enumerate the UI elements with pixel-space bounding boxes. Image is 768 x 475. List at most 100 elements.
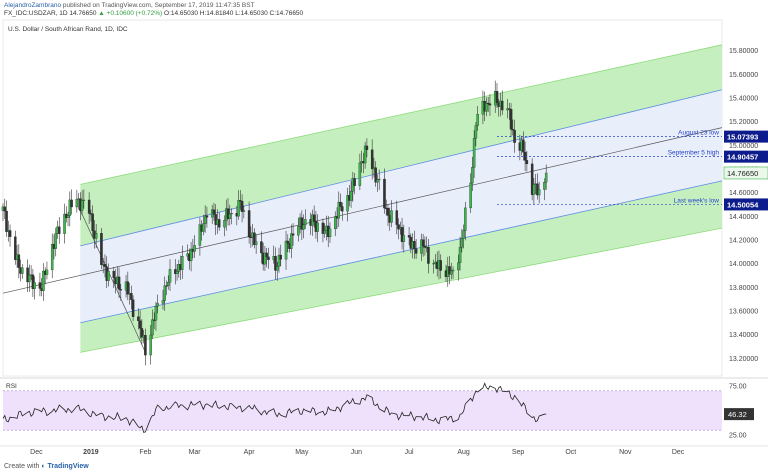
candle-body (82, 199, 86, 201)
candle-body (42, 270, 45, 291)
candle-body (395, 210, 399, 225)
channel-median-line (2, 127, 723, 294)
candle-body (260, 241, 263, 254)
candle-body (31, 274, 35, 289)
level-price-text: 14.50054 (727, 200, 759, 209)
candle-body (530, 163, 534, 195)
candle-body (286, 240, 290, 244)
level-price-text: 15.07393 (727, 133, 758, 142)
level-price-tag (724, 130, 768, 143)
candle-body (70, 199, 73, 208)
level-price-tag (724, 150, 768, 163)
candle-body (274, 256, 277, 271)
candle-body (253, 232, 256, 245)
price-tick-label: 13.60000 (729, 308, 758, 315)
candle-body (54, 233, 57, 249)
candle-body (247, 210, 251, 238)
time-tick-label: Aug (457, 449, 470, 456)
author-link[interactable]: AlejandroZambrano (4, 2, 62, 9)
candle-body (240, 201, 244, 212)
candle-body (189, 248, 193, 262)
candle-body (457, 262, 460, 271)
candle-body (17, 254, 21, 268)
candle-body (474, 125, 478, 139)
candle-body (460, 238, 464, 248)
candle-body (91, 213, 94, 231)
candle-body (450, 270, 453, 275)
candle-body (420, 239, 423, 254)
candle-body (28, 274, 31, 283)
price-tick-label: 15.00000 (729, 143, 758, 150)
candle-body (376, 179, 379, 183)
channel-upper-outer-line (80, 44, 723, 185)
footer-text: Create with (4, 463, 40, 470)
candle-body (202, 223, 205, 232)
time-tick-label: Apr (244, 449, 256, 456)
rsi-tick-label: 25.00 (729, 433, 747, 440)
price-tick-label: 13.40000 (729, 332, 758, 339)
channel-inner-band (80, 89, 723, 323)
candle-body (451, 269, 455, 272)
rsi-value-text: 46.32 (728, 410, 747, 419)
symbol-text: FX_IDC:USDZAR, 1D 14.76650 (4, 10, 97, 17)
candle-body (374, 167, 377, 183)
footer: Create with ◐ TradingView (4, 463, 89, 470)
candle-body (290, 233, 293, 249)
pitchfork-handle-line (80, 210, 146, 353)
candle-body (370, 149, 374, 170)
candle-body (66, 215, 70, 218)
candle-body (291, 233, 295, 236)
candle-body (228, 213, 232, 219)
candle-body (161, 300, 165, 304)
candle-body (45, 269, 49, 275)
change-text: ▲ +0.10600 (+0.72%) (98, 10, 163, 17)
candle-body (544, 172, 548, 183)
candle-body (21, 267, 24, 274)
level-label: August 23 low (678, 130, 719, 137)
candle-body (50, 243, 54, 271)
candle-body (166, 282, 170, 286)
candle-body (63, 213, 66, 234)
candle-body (462, 230, 465, 239)
candle-body (297, 226, 300, 236)
candle-body (390, 210, 393, 223)
candle-body (117, 276, 121, 290)
candle-body (349, 191, 353, 201)
price-tick-label: 13.80000 (729, 285, 758, 292)
candle-body (3, 206, 7, 212)
candle-body (181, 256, 184, 270)
candle-body (321, 222, 325, 234)
candle-body (312, 214, 316, 222)
candle-body (486, 102, 490, 105)
symbol-line: FX_IDC:USDZAR, 1D 14.76650 ▲ +0.10600 (+… (4, 10, 303, 17)
last-price-text: 14.76650 (727, 169, 758, 178)
candle-body (532, 184, 536, 195)
rsi-band (3, 390, 722, 431)
rsi-value-tag (724, 408, 754, 421)
candle-body (377, 178, 381, 181)
candle-body (439, 260, 442, 271)
time-tick-label: Oct (565, 449, 576, 456)
candle-body (469, 182, 472, 209)
candle-body (277, 254, 281, 267)
candle-body (413, 241, 416, 249)
candle-body (263, 252, 267, 265)
candle-body (137, 316, 140, 321)
candle-body (508, 108, 511, 110)
price-tick-label: 14.60000 (729, 190, 758, 197)
candle-body (363, 145, 367, 164)
tradingview-brand[interactable]: TradingView (47, 463, 89, 470)
candle-body (175, 271, 179, 274)
candle-body (217, 219, 221, 228)
candle-body (265, 252, 268, 258)
candle-body (511, 129, 515, 131)
price-tick-label: 15.80000 (729, 48, 758, 55)
candle-body (472, 138, 476, 168)
candle-body (488, 103, 492, 106)
candle-body (537, 189, 541, 196)
candle-body (267, 256, 270, 260)
candle-body (316, 222, 319, 232)
candle-body (471, 167, 474, 184)
candle-body (87, 199, 91, 214)
